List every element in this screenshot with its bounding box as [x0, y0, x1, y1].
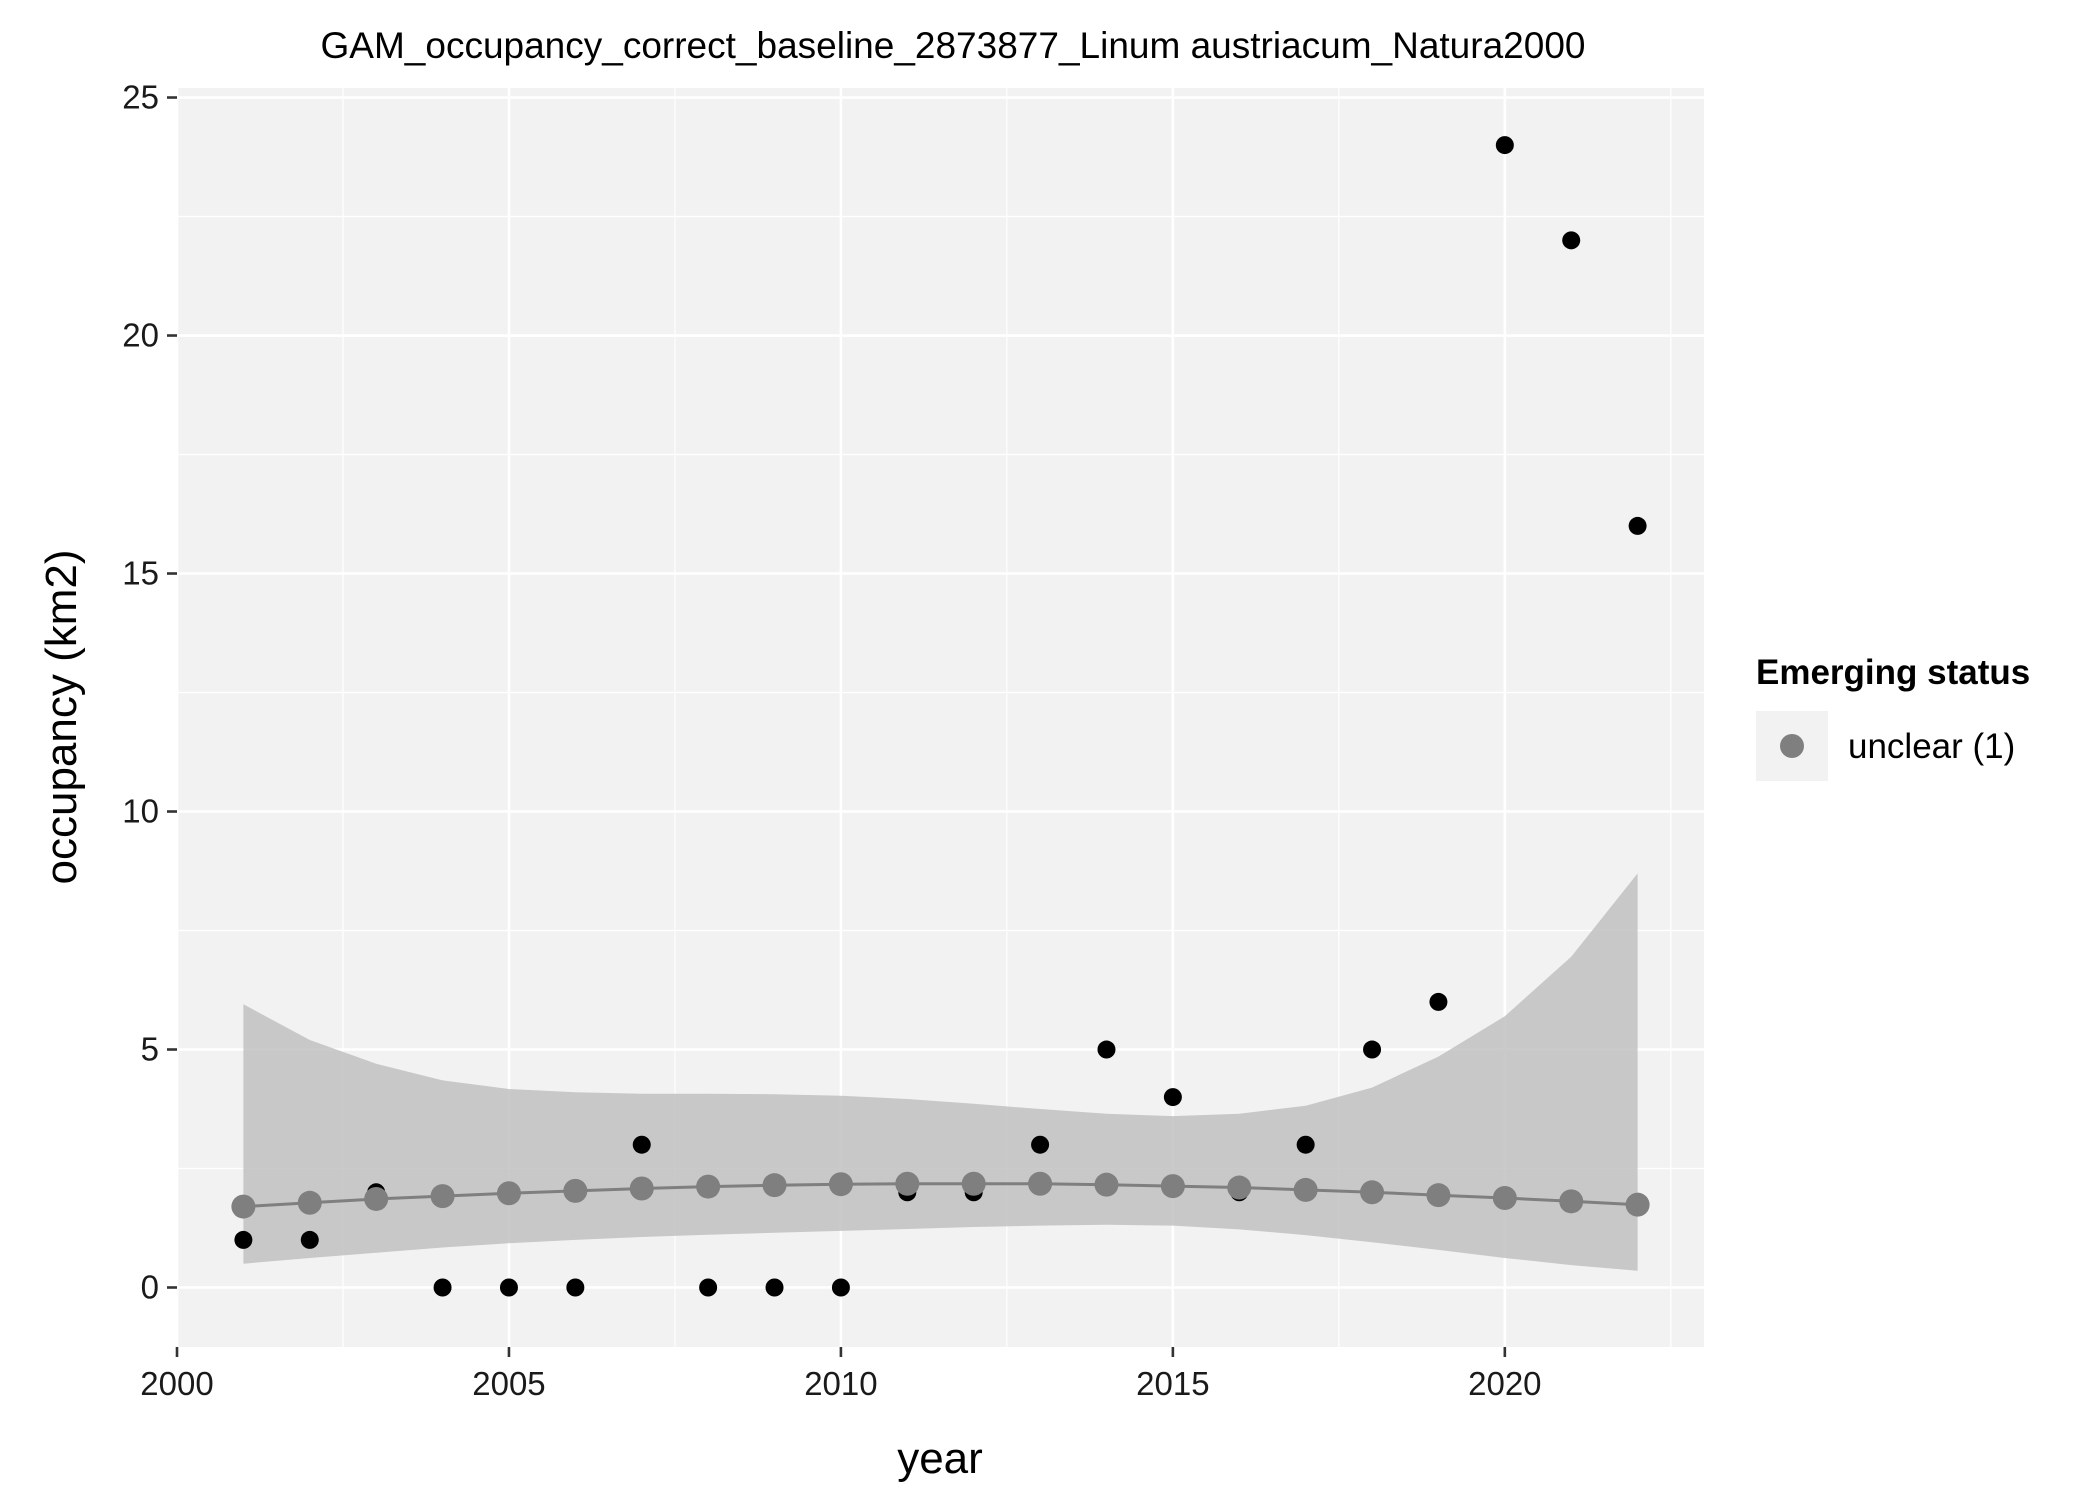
fit-point: [1293, 1177, 1318, 1202]
fit-point: [364, 1186, 389, 1211]
observed-point: [765, 1278, 784, 1297]
grid-major: [175, 88, 1704, 1347]
observed-point: [1163, 1088, 1182, 1107]
legend-label-unclear: unclear (1): [1848, 727, 2015, 766]
confidence-band: [243, 873, 1638, 1271]
fit-point: [1360, 1180, 1385, 1205]
observed-point: [300, 1230, 319, 1249]
fit-point: [563, 1178, 588, 1203]
chart-title: GAM_occupancy_correct_baseline_2873877_L…: [321, 25, 1586, 66]
observed-point: [566, 1278, 585, 1297]
fit-point: [231, 1194, 256, 1219]
legend-key-dot: [1780, 734, 1804, 758]
x-axis-title: year: [897, 1434, 983, 1483]
observed-point: [1628, 516, 1647, 535]
fit-point: [828, 1172, 853, 1197]
confidence-band-area: [243, 873, 1638, 1271]
observed-point: [1296, 1135, 1315, 1154]
fit-point: [1492, 1186, 1517, 1211]
y-tick-label: 25: [122, 79, 159, 116]
fit-point: [1227, 1175, 1252, 1200]
x-tick-label: 2005: [472, 1365, 545, 1402]
y-tick-label: 20: [122, 317, 159, 354]
fit-point: [895, 1171, 920, 1196]
x-tick-label: 2010: [804, 1365, 877, 1402]
observed-point: [1097, 1040, 1116, 1059]
y-tick-label: 5: [141, 1031, 159, 1068]
observed-point: [1495, 136, 1514, 155]
x-tick-label: 2000: [140, 1365, 213, 1402]
legend-title: Emerging status: [1756, 653, 2030, 692]
observed-point: [632, 1135, 651, 1154]
y-tick-label: 15: [122, 555, 159, 592]
fit-point: [430, 1184, 455, 1209]
y-tick-label: 0: [141, 1269, 159, 1306]
x-tick-label: 2015: [1136, 1365, 1209, 1402]
fit-point: [1426, 1183, 1451, 1208]
y-axis-title: occupancy (km2): [37, 549, 86, 884]
fit-curve: [231, 1171, 1650, 1219]
fit-point: [1160, 1174, 1185, 1199]
y-tick-label: 10: [122, 793, 159, 830]
fit-point: [297, 1190, 322, 1215]
y-axis: 0 5 10 15 20 25: [122, 79, 177, 1306]
observed-point: [1562, 231, 1581, 250]
observed-point: [1429, 992, 1448, 1011]
fit-line: [243, 1182, 1638, 1209]
fit-point: [1625, 1192, 1650, 1217]
observed-point: [234, 1230, 253, 1249]
fit-point: [496, 1181, 521, 1206]
observed-point: [1031, 1135, 1050, 1154]
fit-point: [696, 1174, 721, 1199]
observed-point: [1363, 1040, 1382, 1059]
x-tick-label: 2020: [1468, 1365, 1541, 1402]
fit-point: [629, 1176, 654, 1201]
legend: Emerging status unclear (1): [1756, 653, 2030, 781]
observed-point: [499, 1278, 518, 1297]
fit-point: [1559, 1189, 1584, 1214]
observed-point: [433, 1278, 452, 1297]
fit-point: [961, 1171, 986, 1196]
observed-point: [699, 1278, 718, 1297]
fit-point: [1094, 1172, 1119, 1197]
x-axis: 2000 2005 2010 2015 2020: [140, 1347, 1542, 1402]
observed-point: [831, 1278, 850, 1297]
fit-point: [1028, 1171, 1053, 1196]
fit-point: [762, 1173, 787, 1198]
